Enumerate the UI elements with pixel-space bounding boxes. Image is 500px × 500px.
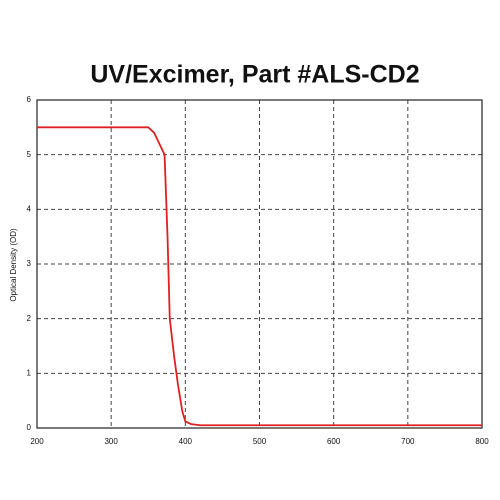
chart-title: UV/Excimer, Part #ALS-CD2 — [90, 61, 419, 89]
y-tick-label: 2 — [27, 314, 32, 323]
data-line — [37, 126, 482, 427]
x-tick-label: 600 — [327, 437, 341, 446]
x-tick-label: 300 — [104, 437, 118, 446]
x-tick-label: 200 — [30, 437, 44, 446]
y-tick-label: 6 — [27, 95, 32, 104]
y-tick-label: 4 — [27, 204, 32, 213]
y-tick-label: 1 — [27, 368, 32, 377]
plot-frame — [36, 99, 483, 429]
y-tick-label: 0 — [27, 423, 32, 432]
x-tick-label: 700 — [401, 437, 415, 446]
y-tick-label: 5 — [27, 150, 32, 159]
x-tick-label: 800 — [475, 437, 489, 446]
x-tick-label: 400 — [179, 437, 193, 446]
x-tick-label: 500 — [253, 437, 267, 446]
y-axis-label: Optical Density (OD) — [9, 228, 18, 302]
y-tick-label: 3 — [27, 259, 32, 268]
